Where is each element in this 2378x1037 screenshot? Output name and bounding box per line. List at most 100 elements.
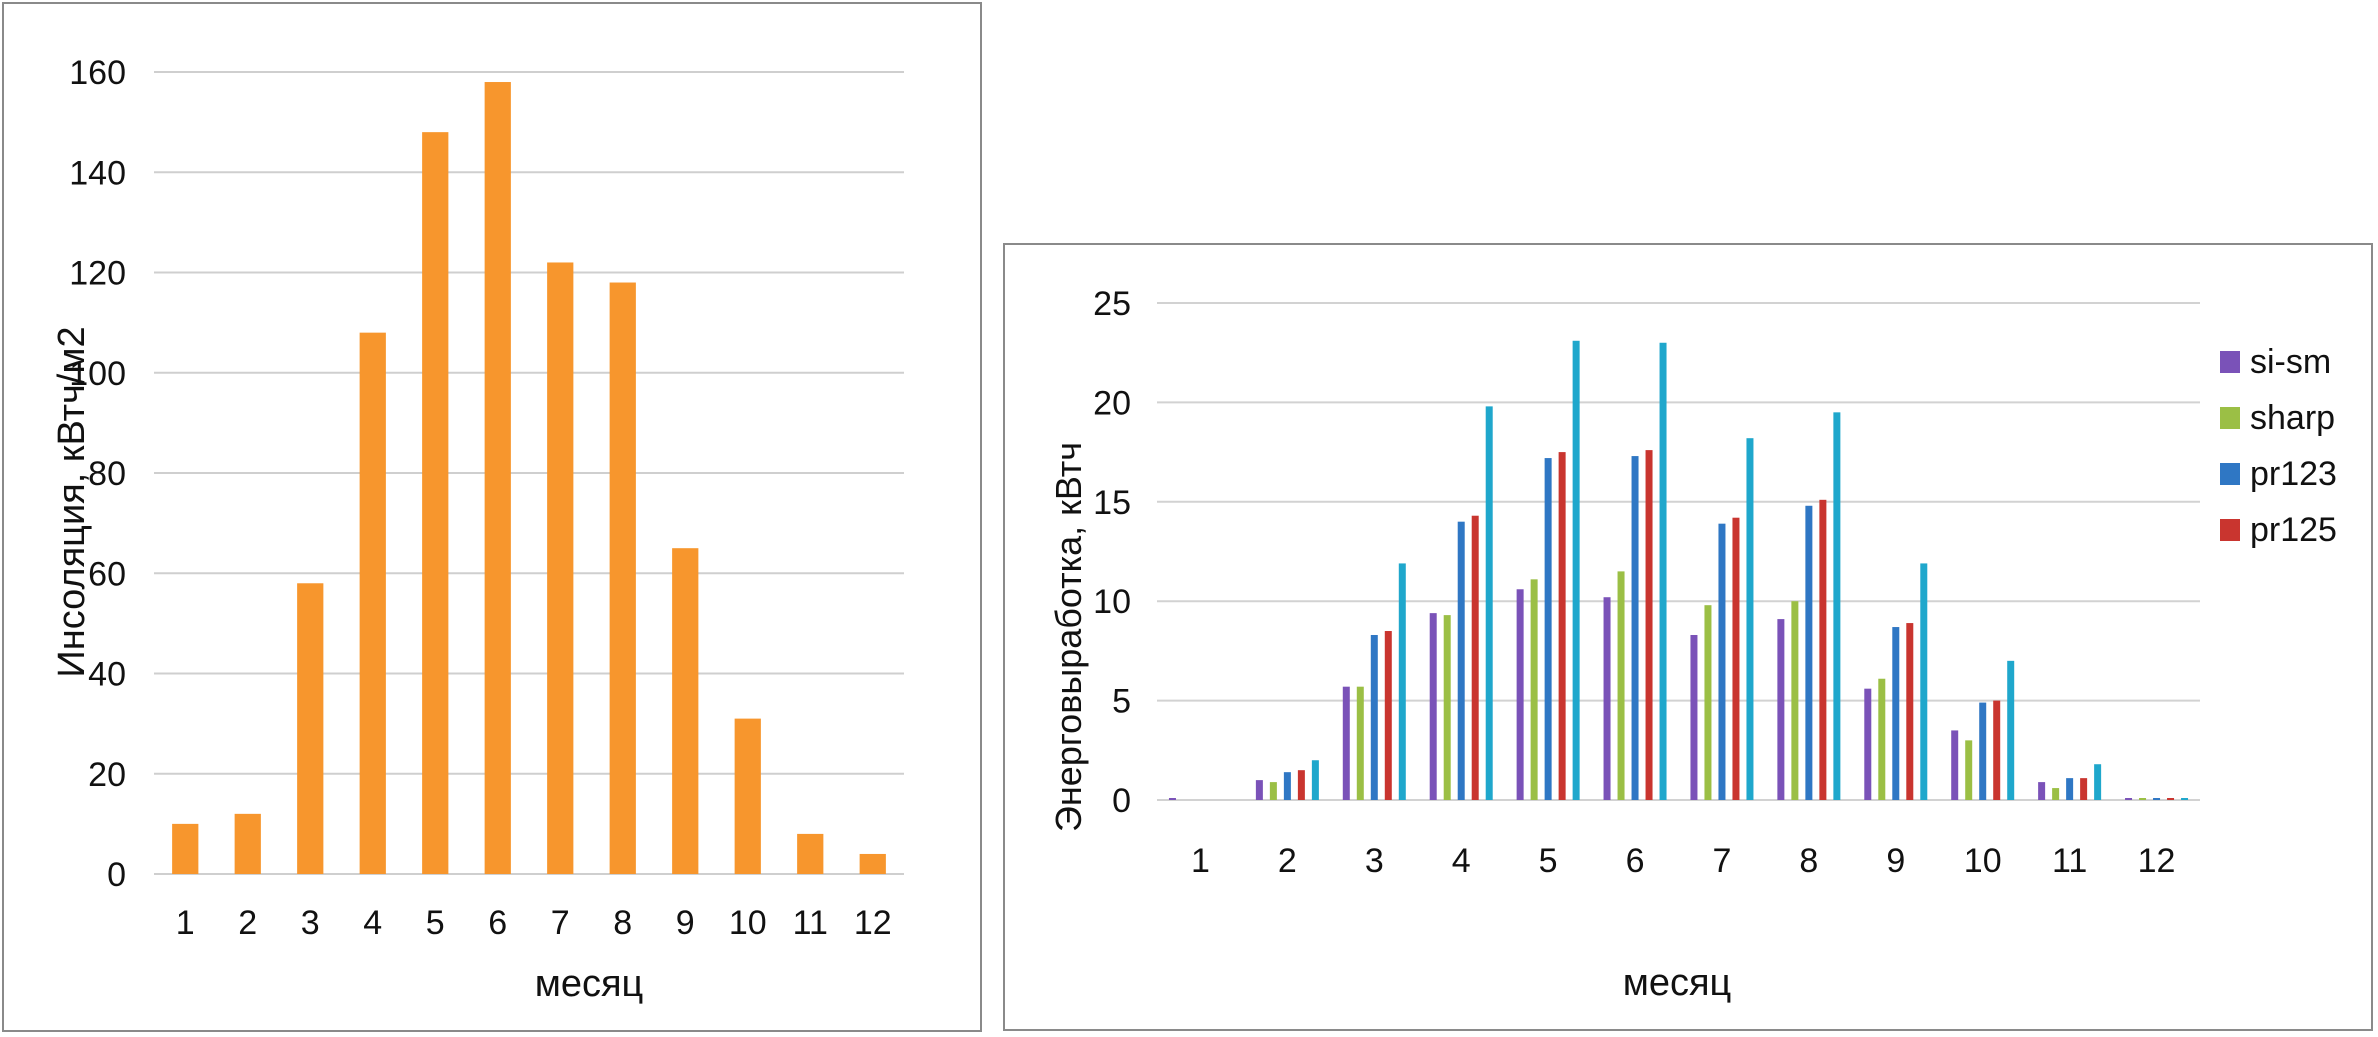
x-tick-label: 3 bbox=[301, 904, 320, 942]
y-tick-label: 10 bbox=[1093, 583, 1131, 621]
bar bbox=[1617, 571, 1625, 800]
bar bbox=[1631, 456, 1639, 800]
bar bbox=[2125, 798, 2133, 800]
bar bbox=[1356, 686, 1364, 800]
y-tick-label: 40 bbox=[88, 656, 126, 694]
bar bbox=[1342, 686, 1350, 800]
bar bbox=[1516, 589, 1524, 800]
bars bbox=[1168, 340, 2189, 800]
bar bbox=[484, 82, 511, 874]
x-tick-label: 8 bbox=[1799, 842, 1818, 880]
x-axis-title: месяц bbox=[535, 963, 644, 1005]
bar bbox=[2080, 778, 2088, 800]
y-tick-labels: 0 20 40 60 80 100 120 140 160 bbox=[69, 54, 126, 894]
y-tick-label: 120 bbox=[69, 255, 126, 293]
gridlines bbox=[154, 71, 904, 875]
bar bbox=[1746, 438, 1754, 800]
bar bbox=[2181, 798, 2189, 800]
bar bbox=[1471, 515, 1479, 800]
x-tick-labels: 1 2 3 4 5 6 7 8 9 10 11 12 bbox=[176, 904, 892, 942]
x-tick-label: 9 bbox=[676, 904, 695, 942]
y-tick-label: 0 bbox=[1112, 782, 1131, 820]
bar bbox=[359, 332, 386, 874]
y-axis-title: Инсоляция, кВтч/м2 bbox=[51, 326, 93, 677]
bar bbox=[859, 853, 886, 874]
x-tick-label: 7 bbox=[551, 904, 570, 942]
bar bbox=[2094, 764, 2102, 800]
bar bbox=[734, 718, 761, 874]
legend-label: si-sm bbox=[2250, 343, 2331, 381]
legend-swatch bbox=[2220, 407, 2240, 429]
x-tick-label: 1 bbox=[176, 904, 195, 942]
bar bbox=[1485, 406, 1493, 800]
y-tick-label: 100 bbox=[69, 355, 126, 393]
bar bbox=[234, 813, 261, 874]
x-tick-label: 9 bbox=[1886, 842, 1905, 880]
bar bbox=[1878, 678, 1886, 800]
bar bbox=[1979, 702, 1987, 800]
x-tick-label: 8 bbox=[613, 904, 632, 942]
bar bbox=[1544, 458, 1552, 800]
bar bbox=[172, 823, 199, 874]
bar bbox=[1297, 770, 1305, 800]
bar bbox=[797, 833, 824, 874]
bar bbox=[2066, 778, 2074, 800]
x-tick-label: 11 bbox=[793, 904, 828, 942]
legend-label: pr123 bbox=[2250, 455, 2337, 493]
bar bbox=[422, 132, 449, 874]
bar bbox=[1283, 772, 1291, 800]
y-tick-labels: 0 5 10 15 20 25 bbox=[1093, 285, 1131, 820]
bar bbox=[1572, 340, 1580, 800]
legend-label: pr125 bbox=[2250, 511, 2337, 549]
legend-swatch bbox=[2220, 351, 2240, 373]
y-tick-label: 5 bbox=[1112, 683, 1131, 721]
bar bbox=[1659, 342, 1667, 800]
bar bbox=[1384, 631, 1392, 800]
bars bbox=[172, 82, 886, 875]
x-tick-label: 3 bbox=[1365, 842, 1384, 880]
energy-chart-panel: 0 5 10 15 20 25 1 2 3 4 5 6 7 8 9 10 11 12 si-sm sharp pr1… bbox=[1003, 243, 2373, 1031]
y-tick-label: 60 bbox=[88, 555, 126, 593]
bar bbox=[1833, 412, 1841, 800]
bar bbox=[672, 548, 699, 874]
y-tick-label: 160 bbox=[69, 54, 126, 92]
y-tick-label: 20 bbox=[88, 756, 126, 794]
y-tick-label: 140 bbox=[69, 154, 126, 192]
bar bbox=[1951, 730, 1959, 800]
bar bbox=[1443, 615, 1451, 800]
x-tick-label: 6 bbox=[1626, 842, 1645, 880]
bar bbox=[1269, 782, 1277, 800]
bar bbox=[1864, 688, 1872, 800]
y-tick-label: 20 bbox=[1093, 384, 1131, 422]
x-tick-label: 2 bbox=[238, 904, 257, 942]
y-tick-label: 25 bbox=[1093, 285, 1131, 323]
y-axis-title: Энерговыработка, кВтч bbox=[1048, 442, 1089, 832]
bar bbox=[609, 282, 636, 874]
bar bbox=[1805, 505, 1813, 800]
x-tick-label: 4 bbox=[363, 904, 382, 942]
insolation-chart-panel: 0 20 40 60 80 100 120 140 160 1 2 3 4 5 6 7 8 9 10 11 12 ме… bbox=[2, 2, 982, 1032]
x-tick-label: 12 bbox=[2138, 842, 2176, 880]
bar bbox=[1791, 601, 1799, 800]
bar bbox=[1732, 517, 1740, 800]
bar bbox=[2153, 798, 2161, 800]
y-tick-label: 0 bbox=[107, 856, 126, 894]
bar bbox=[1370, 634, 1378, 800]
x-tick-label: 11 bbox=[2052, 842, 2087, 880]
bar bbox=[1920, 563, 1928, 800]
x-tick-labels: 1 2 3 4 5 6 7 8 9 10 11 12 bbox=[1191, 842, 2175, 880]
x-tick-label: 1 bbox=[1191, 842, 1210, 880]
bar bbox=[2167, 798, 2175, 800]
x-tick-label: 10 bbox=[1964, 842, 2002, 880]
bar bbox=[1429, 613, 1437, 800]
x-tick-label: 2 bbox=[1278, 842, 1297, 880]
bar bbox=[1690, 634, 1698, 800]
y-tick-label: 15 bbox=[1093, 484, 1131, 522]
bar bbox=[1311, 760, 1319, 800]
bar bbox=[2007, 660, 2015, 800]
legend-label: sharp bbox=[2250, 399, 2335, 437]
gridlines bbox=[1157, 302, 2200, 801]
bar bbox=[547, 262, 574, 875]
bar bbox=[2038, 782, 2046, 800]
